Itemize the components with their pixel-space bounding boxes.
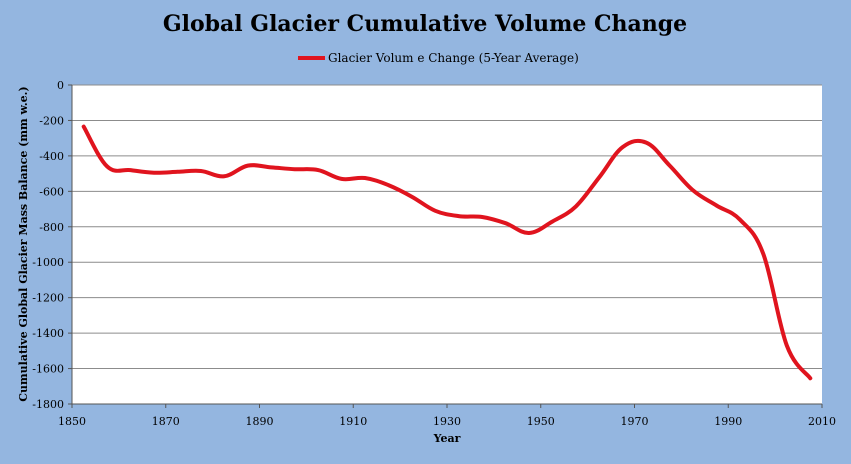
gridlines bbox=[72, 84, 822, 370]
y-tick-label: 0 bbox=[57, 79, 64, 92]
legend: Glacier Volum e Change (5-Year Average) bbox=[298, 51, 579, 65]
y-tick-label: -200 bbox=[39, 114, 64, 127]
x-tick-label: 1970 bbox=[621, 415, 649, 428]
x-axis-label: Year bbox=[433, 432, 461, 445]
x-tick-label: 1990 bbox=[714, 415, 742, 428]
x-tick-label: 1910 bbox=[339, 415, 367, 428]
plot-area bbox=[72, 85, 822, 404]
legend-label: Glacier Volum e Change (5-Year Average) bbox=[328, 51, 579, 65]
x-tick-label: 1850 bbox=[58, 415, 86, 428]
y-tick-label: -1800 bbox=[32, 398, 64, 411]
y-tick-label: -1000 bbox=[32, 256, 64, 269]
y-tick-label: -1600 bbox=[32, 363, 64, 376]
x-tick-label: 2010 bbox=[808, 415, 836, 428]
y-axis-label: Cumulative Global Glacier Mass Balance (… bbox=[17, 86, 30, 401]
series-line-glacier-volume-change bbox=[81, 124, 813, 381]
x-tick-label: 1930 bbox=[433, 415, 461, 428]
x-tick-label: 1950 bbox=[527, 415, 555, 428]
x-tick-label: 1890 bbox=[246, 415, 274, 428]
y-tick-label: -1400 bbox=[32, 327, 64, 340]
chart-title: Global Glacier Cumulative Volume Change bbox=[163, 11, 687, 37]
x-tick-label: 1870 bbox=[152, 415, 180, 428]
y-tick-label: -600 bbox=[39, 185, 64, 198]
y-tick-label: -1200 bbox=[32, 292, 64, 305]
y-tick-label: -400 bbox=[39, 150, 64, 163]
x-axis-ticks: 1850 1870 1890 1910 1930 1950 1970 1990 2010 bbox=[58, 403, 836, 428]
y-axis-ticks: 0 -200 -400 -600 -800 -1000 -1200 -1400 -1600 -18… bbox=[32, 79, 73, 411]
y-tick-label: -800 bbox=[39, 221, 64, 234]
